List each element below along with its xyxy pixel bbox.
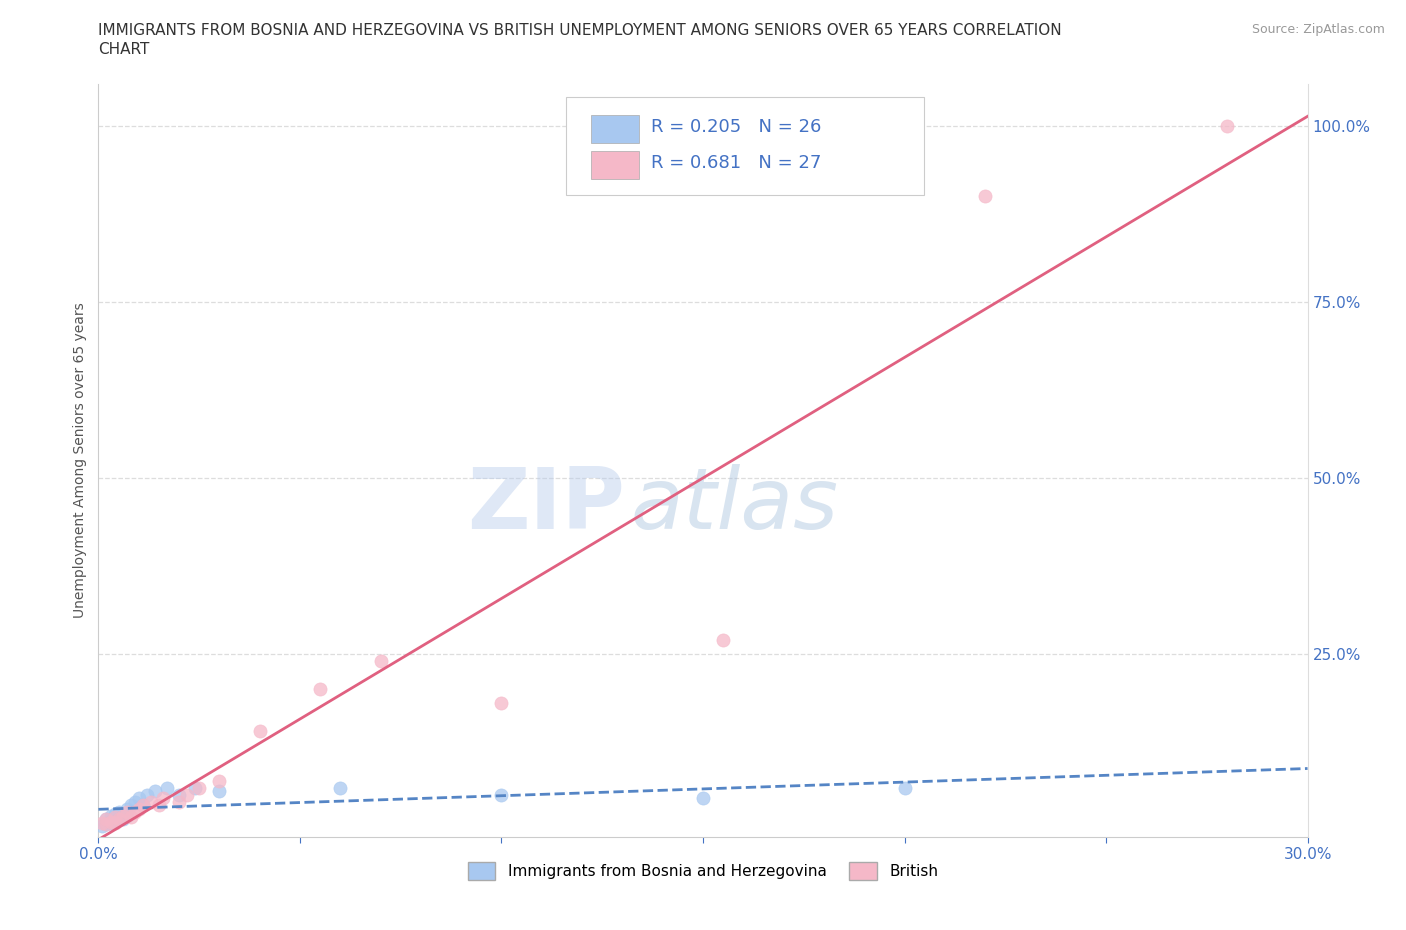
Point bbox=[96, 817, 118, 831]
Y-axis label: Unemployment Among Seniors over 65 years: Unemployment Among Seniors over 65 years bbox=[73, 302, 87, 618]
Point bbox=[91, 819, 114, 834]
Point bbox=[491, 788, 513, 803]
Bar bbox=[591, 151, 638, 179]
Point bbox=[96, 812, 118, 827]
Point bbox=[370, 654, 392, 669]
Point bbox=[115, 805, 138, 820]
Point bbox=[974, 189, 997, 204]
Text: atlas: atlas bbox=[630, 464, 838, 547]
Point bbox=[184, 780, 207, 795]
Point bbox=[156, 780, 179, 795]
Text: Source: ZipAtlas.com: Source: ZipAtlas.com bbox=[1251, 23, 1385, 36]
Point bbox=[107, 805, 129, 820]
Point bbox=[208, 784, 231, 799]
Point bbox=[132, 798, 155, 813]
Text: R = 0.681   N = 27: R = 0.681 N = 27 bbox=[651, 153, 821, 172]
Text: ZIP: ZIP bbox=[467, 464, 624, 547]
Point bbox=[107, 812, 129, 827]
Point bbox=[143, 784, 166, 799]
Point bbox=[120, 798, 142, 813]
Point bbox=[148, 798, 170, 813]
Point bbox=[135, 788, 157, 803]
Point bbox=[115, 808, 138, 823]
Point bbox=[103, 807, 125, 822]
Legend: Immigrants from Bosnia and Herzegovina, British: Immigrants from Bosnia and Herzegovina, … bbox=[461, 856, 945, 886]
Point bbox=[208, 773, 231, 788]
Text: R = 0.205   N = 26: R = 0.205 N = 26 bbox=[651, 117, 821, 136]
Point bbox=[167, 794, 190, 809]
Point bbox=[132, 798, 155, 813]
Point bbox=[139, 794, 162, 809]
Point bbox=[120, 810, 142, 825]
Point bbox=[167, 788, 190, 803]
FancyBboxPatch shape bbox=[567, 97, 924, 195]
Point bbox=[309, 682, 332, 697]
Point bbox=[128, 790, 150, 805]
Point bbox=[103, 810, 125, 825]
Point bbox=[96, 817, 118, 831]
Point bbox=[107, 810, 129, 825]
Point bbox=[124, 805, 146, 820]
Point bbox=[100, 808, 122, 823]
Point bbox=[329, 780, 352, 795]
Point bbox=[692, 790, 714, 805]
Point bbox=[124, 794, 146, 809]
Point bbox=[176, 788, 198, 803]
Point bbox=[128, 802, 150, 817]
Point bbox=[152, 790, 174, 805]
Point bbox=[96, 812, 118, 827]
Bar bbox=[591, 114, 638, 143]
Point bbox=[91, 816, 114, 830]
Point bbox=[103, 816, 125, 830]
Point bbox=[893, 780, 915, 795]
Point bbox=[111, 808, 134, 823]
Point bbox=[188, 780, 211, 795]
Point bbox=[100, 814, 122, 829]
Text: CHART: CHART bbox=[98, 42, 150, 57]
Point bbox=[111, 812, 134, 827]
Point bbox=[249, 724, 271, 738]
Point bbox=[711, 632, 734, 647]
Point bbox=[103, 814, 125, 829]
Point bbox=[100, 816, 122, 830]
Text: IMMIGRANTS FROM BOSNIA AND HERZEGOVINA VS BRITISH UNEMPLOYMENT AMONG SENIORS OVE: IMMIGRANTS FROM BOSNIA AND HERZEGOVINA V… bbox=[98, 23, 1062, 38]
Point bbox=[491, 696, 513, 711]
Point bbox=[1216, 118, 1239, 133]
Point bbox=[115, 802, 138, 817]
